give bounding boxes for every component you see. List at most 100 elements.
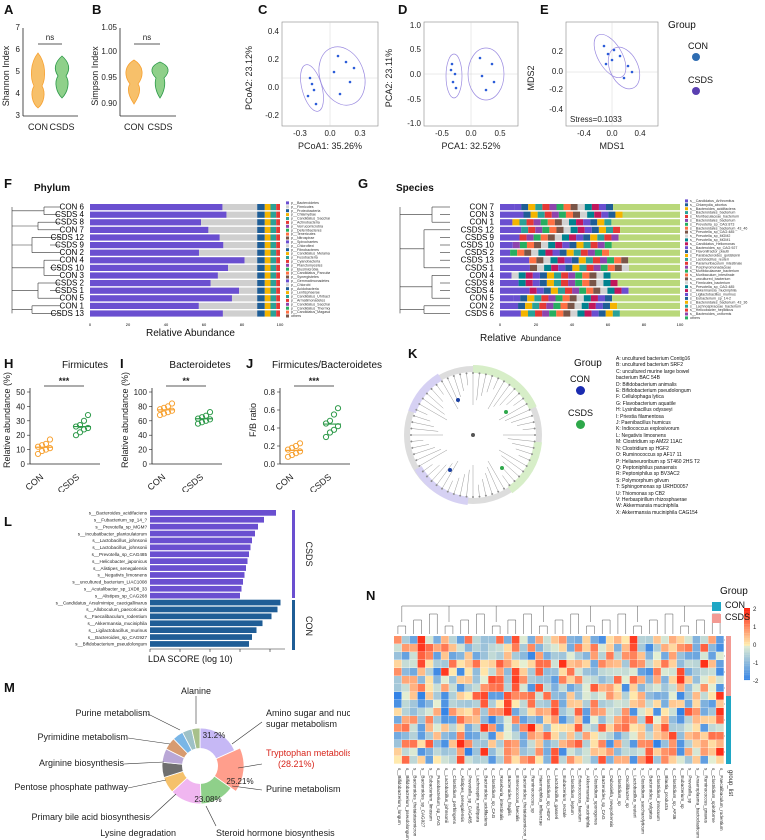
g-bar-segment (558, 211, 566, 218)
n-cell (496, 676, 504, 684)
n-scale-step (744, 658, 750, 661)
i-point-con (160, 410, 168, 417)
n-cell (441, 756, 449, 764)
n-cell (401, 708, 410, 716)
g-bar-segment (621, 257, 629, 264)
a-ylabel: Shannon Index (1, 45, 11, 106)
n-cell (566, 676, 575, 684)
g-bar-segment (517, 249, 525, 256)
n-scale-step (744, 647, 750, 650)
n-cell (511, 700, 520, 708)
n-cell (582, 732, 591, 740)
f-bar-segment (223, 242, 258, 249)
f-bar-segment (244, 257, 258, 264)
f-bar-segment (270, 204, 277, 211)
i-title: Bacteroidetes (169, 360, 231, 371)
g-legend-swatch (685, 293, 688, 296)
n-cell (449, 724, 457, 732)
n-cell (409, 684, 418, 692)
g-legend-swatch (685, 199, 688, 203)
k-node (471, 371, 475, 375)
n-cell (504, 756, 512, 764)
k-node (430, 387, 433, 390)
f-sample-label: CSDS 2 (55, 279, 84, 288)
n-cell (464, 692, 473, 700)
n-cell (449, 700, 457, 708)
n-cell (535, 692, 543, 700)
n-cell (676, 724, 685, 732)
j-point-csds (330, 426, 338, 433)
l-bar (150, 627, 257, 633)
n-cell (441, 724, 449, 732)
n-cell (590, 636, 598, 644)
g-bar-segment (542, 204, 550, 211)
n-cell (574, 676, 583, 684)
f-bar-segment (270, 242, 277, 249)
n-cell (708, 684, 716, 692)
l-bar-label: s__Incubatibacter_plantoulatorum (78, 531, 147, 536)
n-species-label: s__Blautia_producta (664, 768, 669, 810)
h-point-con (38, 442, 46, 449)
n-cell (692, 684, 701, 692)
panel-label-a: A (4, 2, 14, 17)
n-legend-csds-swatch (712, 614, 721, 623)
g-legend-swatch (685, 269, 688, 273)
n-cell (692, 740, 701, 748)
n-cell (669, 748, 677, 756)
g-sample-label: CON 2 (470, 301, 495, 310)
n-scale-step (744, 672, 750, 675)
g-bar-segment (542, 310, 550, 317)
f-legend-swatch (286, 295, 289, 298)
n-cell (574, 692, 583, 700)
k-node (522, 397, 525, 400)
n-cell (519, 684, 528, 692)
n-cell (394, 692, 402, 700)
g-legend-swatch (685, 254, 688, 257)
panel-label-b: B (92, 2, 102, 17)
k-node (478, 495, 481, 498)
n-cell (456, 756, 465, 764)
n-cell (409, 740, 418, 748)
k-node (409, 433, 413, 437)
k-branch (487, 466, 499, 492)
g-bar-segment (500, 211, 524, 218)
n-cell (700, 756, 708, 764)
n-cell (401, 732, 410, 740)
g-bar-segment (574, 302, 582, 309)
n-cell (511, 684, 520, 692)
e-xlabel: MDS1 (599, 141, 624, 151)
n-cell (566, 732, 575, 740)
group-legend-csds: CSDS (688, 75, 714, 85)
g-bar-segment (576, 295, 584, 302)
n-cell (409, 676, 418, 684)
f-bar-segment (270, 310, 277, 317)
n-cell (621, 716, 630, 724)
g-bar-segment (568, 219, 577, 226)
n-cell (551, 740, 559, 748)
f-legend-label: p__Fibrobacteres (291, 248, 319, 252)
g-legend-label: s__Bacteroidales_bacterium_43_36 (690, 300, 747, 304)
f-bar-segment (276, 302, 280, 309)
g-bar-segment (548, 242, 556, 249)
f-legend-label: p__Tenericutes (291, 232, 316, 236)
n-cell (496, 700, 504, 708)
l-bars: s__Bacteroides_acidifacienss__Fubacteriu… (56, 510, 281, 647)
n-cell (621, 652, 630, 660)
g-legend-label: s__Paramuribaculum_intestinale (690, 261, 742, 265)
g-bar-segment (561, 219, 569, 226)
k-taxon-item: D: Bifidobacterium animalis (616, 381, 677, 388)
n-cell (692, 724, 701, 732)
n-cell (614, 668, 622, 676)
n-cell (629, 684, 638, 692)
n-cell (551, 644, 559, 652)
n-cell (417, 700, 426, 708)
f-bar-segment (90, 226, 209, 233)
f-bar-segment (257, 264, 265, 271)
n-cell (566, 668, 575, 676)
n-cell (645, 644, 653, 652)
n-cell (472, 668, 481, 676)
n-species-label: s__Clostridium_sp (617, 768, 622, 806)
csds-dot (692, 87, 700, 95)
k-branch (493, 384, 510, 407)
n-cell (394, 644, 402, 652)
